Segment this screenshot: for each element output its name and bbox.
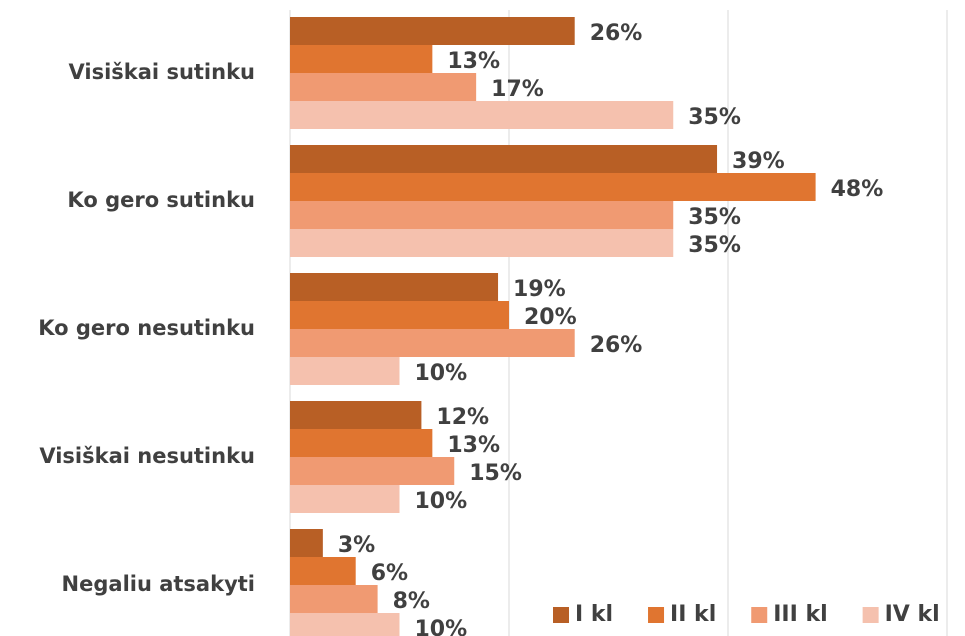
bar — [290, 145, 718, 173]
value-label: 19% — [513, 277, 566, 302]
bar — [290, 229, 674, 257]
category-label: Visiškai sutinku — [69, 60, 255, 84]
value-label: 13% — [447, 49, 500, 74]
value-label: 15% — [469, 461, 522, 486]
bar — [290, 201, 674, 229]
legend-swatch — [648, 607, 665, 623]
bar — [290, 17, 575, 45]
value-label: 26% — [590, 21, 643, 46]
value-label: 20% — [524, 305, 577, 330]
bar — [290, 301, 509, 329]
bar — [290, 557, 356, 585]
legend-label: III kl — [773, 602, 827, 627]
category-label: Visiškai nesutinku — [39, 444, 255, 468]
legend-swatch — [751, 607, 768, 623]
bar — [290, 401, 422, 429]
category-label: Ko gero nesutinku — [38, 316, 255, 340]
legend-swatch — [553, 607, 569, 623]
value-label: 3% — [338, 533, 375, 558]
value-label: 6% — [371, 561, 408, 586]
value-label: 26% — [590, 333, 643, 358]
bar — [290, 273, 499, 301]
bar — [290, 173, 816, 201]
bar — [290, 73, 477, 101]
bar — [290, 457, 455, 485]
value-label: 35% — [688, 233, 741, 258]
legend-label: I kl — [575, 602, 613, 627]
bar — [290, 329, 575, 357]
category-label: Ko gero sutinku — [67, 188, 255, 212]
legend-label: II kl — [670, 602, 716, 627]
value-label: 13% — [447, 433, 500, 458]
value-label: 12% — [436, 405, 489, 430]
value-label: 48% — [831, 177, 884, 202]
value-label: 10% — [415, 617, 468, 636]
legend-swatch — [862, 607, 879, 623]
bar — [290, 585, 378, 613]
category-label: Negaliu atsakyti — [62, 572, 255, 596]
bar — [290, 613, 400, 636]
bar — [290, 429, 433, 457]
bar — [290, 357, 400, 385]
bar — [290, 529, 323, 557]
value-label: 35% — [688, 205, 741, 230]
value-label: 35% — [688, 105, 741, 130]
value-label: 10% — [415, 361, 468, 386]
bar — [290, 101, 674, 129]
bar — [290, 485, 400, 513]
value-label: 8% — [393, 589, 430, 614]
legend-label: IV kl — [885, 602, 940, 627]
value-label: 39% — [732, 149, 785, 174]
value-label: 17% — [491, 77, 544, 102]
value-label: 10% — [415, 489, 468, 514]
bar — [290, 45, 433, 73]
